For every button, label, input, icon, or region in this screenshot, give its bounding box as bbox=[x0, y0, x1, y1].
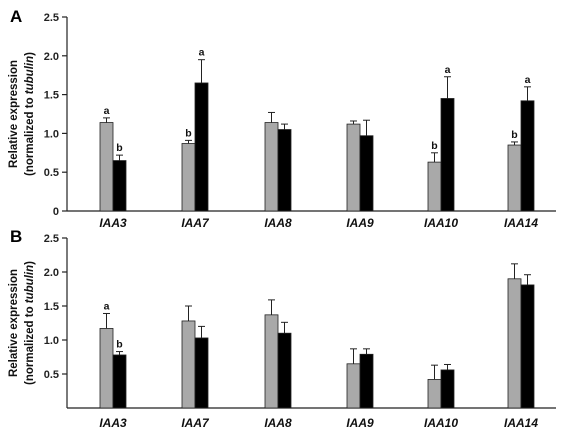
y-axis-title-line2: (normalized to tubulin) bbox=[24, 261, 36, 385]
y-tick-label: 2.0 bbox=[44, 267, 59, 279]
significance-label: b bbox=[116, 142, 122, 154]
panel-label: A bbox=[10, 7, 22, 26]
bar bbox=[264, 314, 279, 409]
bar bbox=[112, 160, 127, 212]
x-category-label: IAA7 bbox=[181, 416, 210, 430]
bar bbox=[194, 82, 209, 212]
bar bbox=[181, 143, 196, 212]
bar bbox=[181, 320, 196, 409]
bar bbox=[99, 122, 114, 212]
y-tick-label: 1.5 bbox=[44, 90, 59, 102]
y-tick-label: 1.0 bbox=[44, 128, 59, 140]
significance-label: a bbox=[525, 74, 531, 86]
bar bbox=[99, 328, 114, 409]
bar bbox=[520, 284, 535, 409]
bar bbox=[440, 369, 455, 409]
x-category-label: IAA10 bbox=[424, 216, 458, 230]
bar bbox=[346, 123, 361, 212]
bar bbox=[264, 122, 279, 212]
x-category-label: IAA10 bbox=[424, 416, 458, 430]
y-tick-label: 2.0 bbox=[44, 51, 59, 63]
significance-label: b bbox=[431, 140, 437, 152]
y-axis-title-line1: Relative expression bbox=[8, 269, 20, 377]
x-category-label: IAA8 bbox=[264, 416, 292, 430]
bar bbox=[277, 332, 292, 409]
bar bbox=[507, 278, 522, 409]
bar bbox=[359, 353, 374, 409]
y-tick-label: 0.5 bbox=[44, 369, 59, 381]
y-tick-label: 1.0 bbox=[44, 335, 59, 347]
y-tick-label: 0 bbox=[53, 206, 59, 218]
y-axis-title-line2: (normalized to tubulin) bbox=[24, 52, 36, 176]
bar bbox=[359, 135, 374, 212]
panel-label: B bbox=[10, 227, 22, 246]
bar bbox=[346, 363, 361, 409]
significance-label: a bbox=[445, 64, 451, 76]
y-tick-label: 0.5 bbox=[44, 167, 59, 179]
x-category-label: IAA3 bbox=[99, 416, 127, 430]
significance-label: b bbox=[511, 129, 517, 141]
significance-label: a bbox=[199, 47, 205, 59]
significance-label: b bbox=[116, 339, 122, 351]
bar bbox=[427, 379, 442, 409]
significance-label: b bbox=[185, 127, 191, 139]
significance-label: a bbox=[104, 300, 110, 312]
x-category-label: IAA3 bbox=[99, 216, 127, 230]
bar bbox=[520, 100, 535, 212]
x-category-label: IAA8 bbox=[264, 216, 292, 230]
x-category-label: IAA9 bbox=[346, 416, 374, 430]
panel-b-chart: B Relative expression (normalized to tubul… bbox=[8, 227, 556, 430]
bar bbox=[112, 354, 127, 409]
x-category-label: IAA14 bbox=[504, 416, 538, 430]
y-axis-title-line1: Relative expression bbox=[8, 60, 20, 168]
x-category-label: IAA9 bbox=[346, 216, 374, 230]
bar bbox=[194, 337, 209, 409]
bar bbox=[507, 144, 522, 212]
bar bbox=[427, 161, 442, 212]
y-tick-label: 2.5 bbox=[44, 12, 59, 24]
x-category-label: IAA7 bbox=[181, 216, 210, 230]
panel-a-chart: A Relative expression (normalized to tubul… bbox=[8, 7, 556, 230]
y-tick-label: 1.5 bbox=[44, 301, 59, 313]
y-tick-label: 2.5 bbox=[44, 233, 59, 245]
bar bbox=[440, 98, 455, 212]
significance-label: a bbox=[104, 105, 110, 117]
x-category-label: IAA14 bbox=[504, 216, 538, 230]
bar bbox=[277, 129, 292, 212]
